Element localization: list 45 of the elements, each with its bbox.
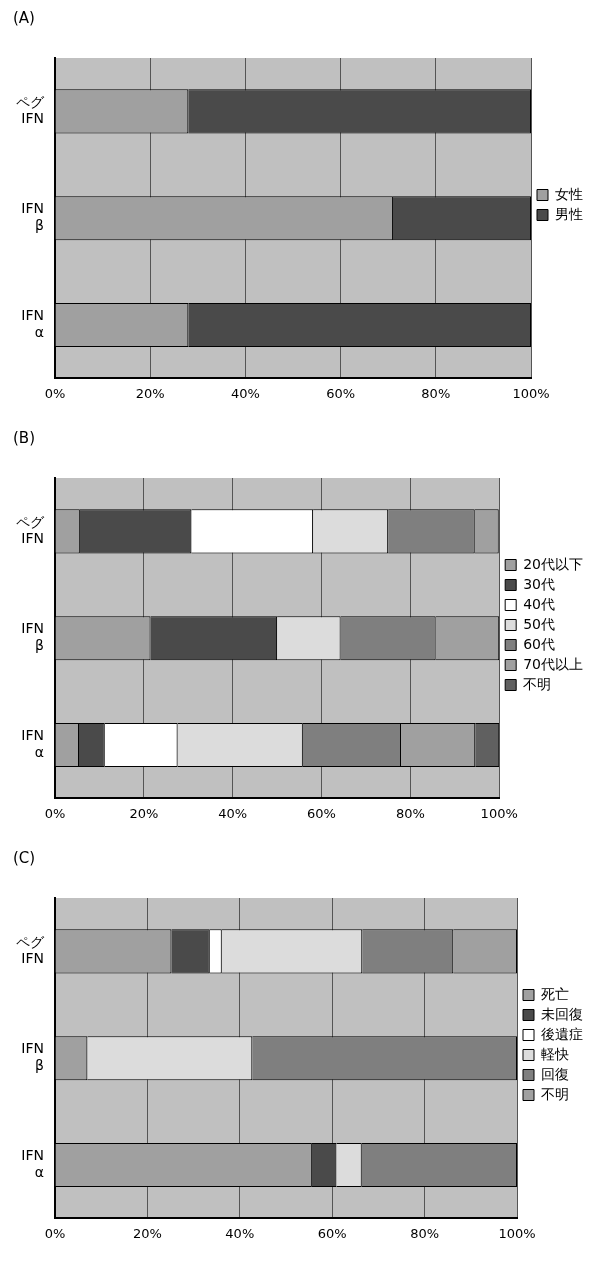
legend-label: 不明 — [523, 675, 552, 692]
x-tick-label: 40% — [230, 385, 260, 401]
y-tick-label: IFN β — [21, 620, 44, 654]
y-tick-label: IFN α — [21, 307, 44, 341]
legend-label: 男性 — [555, 205, 583, 222]
x-tick-label: 60% — [307, 805, 336, 821]
x-tick-label: 20% — [135, 385, 165, 401]
x-tick-label: 100% — [480, 805, 518, 821]
x-tick-label: 40% — [225, 1225, 255, 1241]
y-tick-label: IFN β — [21, 200, 44, 234]
legend-label: 20代以下 — [523, 555, 584, 572]
x-tick-label: 40% — [218, 805, 248, 821]
chart-title: (B) — [13, 428, 35, 447]
chart-title: (A) — [13, 8, 35, 27]
legend-label: 女性 — [555, 185, 583, 202]
y-tick-label: IFN α — [21, 727, 44, 761]
x-tick-label: 80% — [421, 385, 451, 401]
legend-label: 50代 — [523, 615, 556, 632]
y-tick-label: ペグ IFN — [16, 93, 45, 127]
legend-label: 後遺症 — [541, 1025, 583, 1042]
x-tick-label: 0% — [44, 1225, 66, 1241]
legend-label: 回復 — [541, 1065, 569, 1082]
legend-label: 70代以上 — [523, 655, 584, 672]
x-tick-label: 0% — [44, 385, 66, 401]
legend-label: 未回復 — [541, 1005, 583, 1022]
x-tick-label: 100% — [498, 1225, 536, 1241]
x-tick-label: 20% — [132, 1225, 162, 1241]
x-tick-label: 0% — [44, 805, 66, 821]
x-tick-label: 80% — [410, 1225, 440, 1241]
x-tick-label: 20% — [129, 805, 159, 821]
legend-label: 40代 — [523, 595, 556, 612]
legend-label: 30代 — [523, 575, 556, 592]
y-tick-label: IFN α — [21, 1147, 44, 1181]
legend-label: 死亡 — [541, 985, 569, 1002]
y-tick-label: ペグ IFN — [16, 513, 45, 547]
x-tick-label: 60% — [326, 385, 356, 401]
x-tick-label: 80% — [395, 805, 425, 821]
x-tick-label: 60% — [317, 1225, 347, 1241]
legend-label: 軽快 — [541, 1045, 569, 1062]
chart-title: (C) — [13, 848, 36, 867]
x-tick-label: 100% — [512, 385, 550, 401]
y-tick-label: IFN β — [21, 1040, 44, 1074]
legend-label: 不明 — [541, 1085, 569, 1102]
y-tick-label: ペグ IFN — [16, 933, 45, 967]
legend-label: 60代 — [523, 635, 556, 652]
